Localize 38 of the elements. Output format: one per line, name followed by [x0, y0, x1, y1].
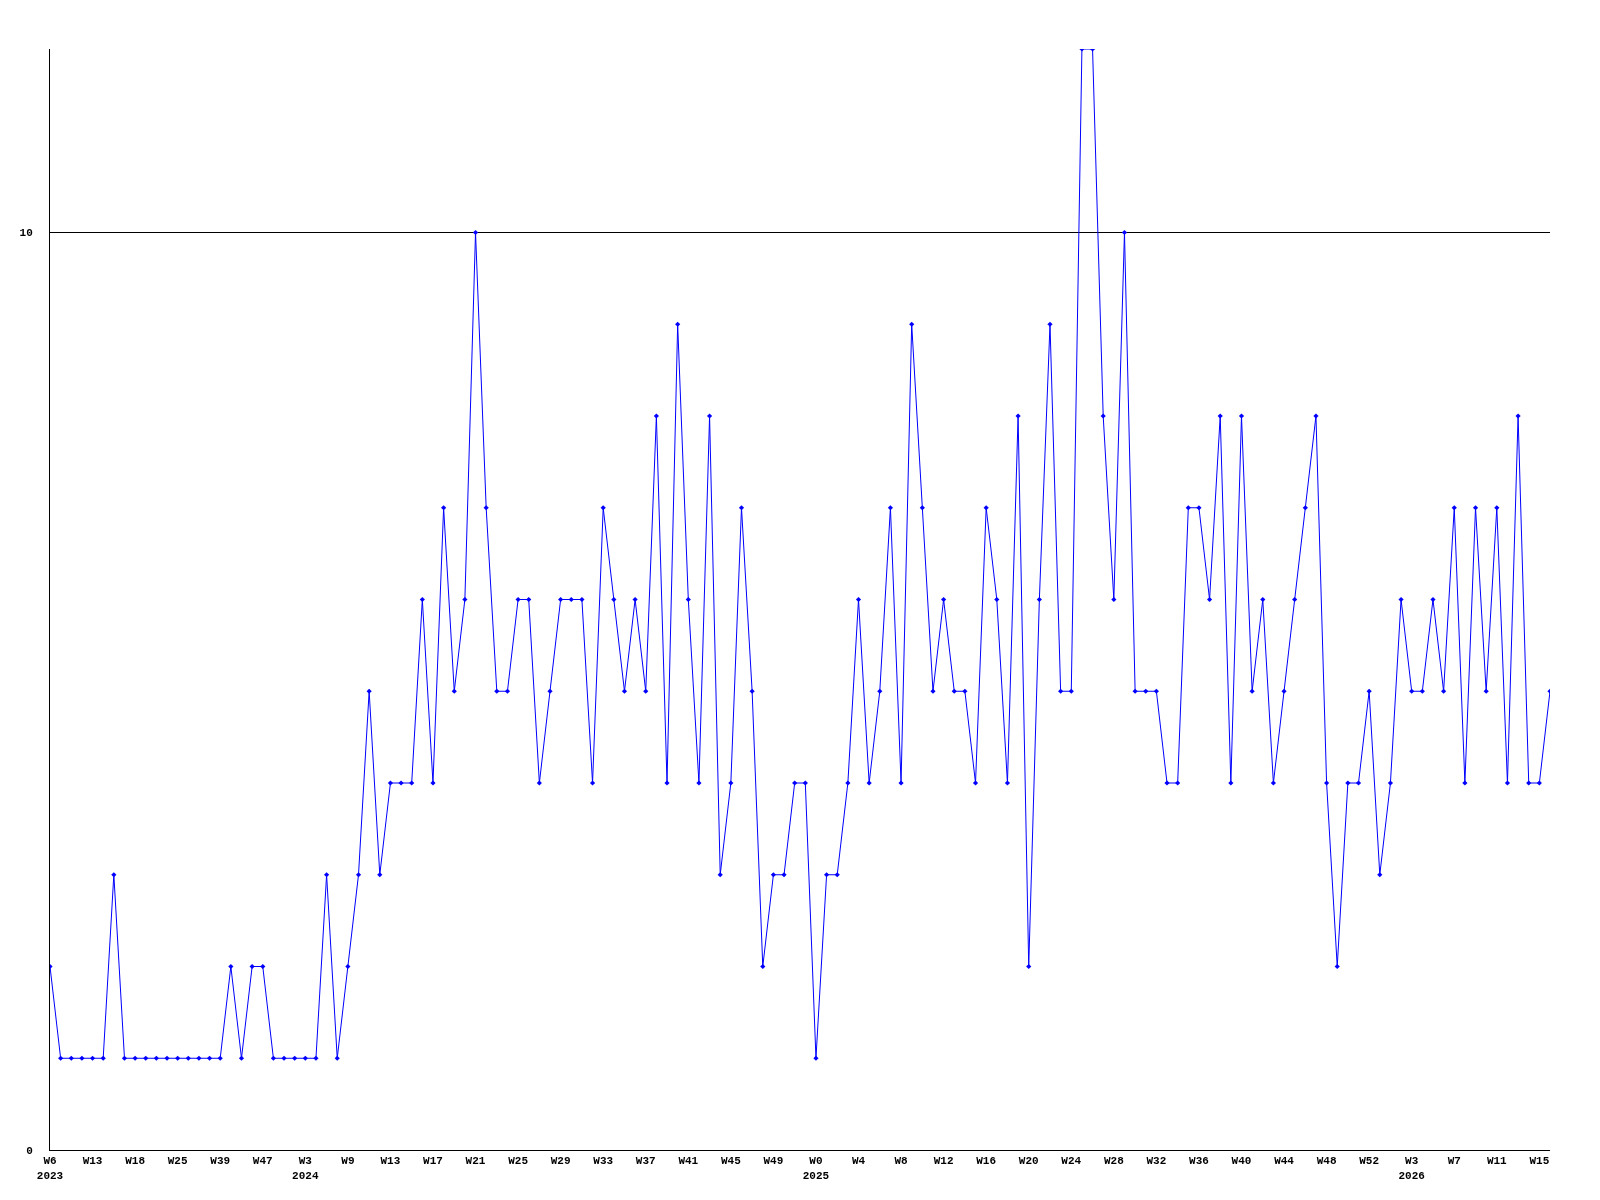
x-tick-label: W11: [1486, 1155, 1508, 1168]
x-tick-label: W52: [1359, 1155, 1380, 1168]
x-tick-label: W6 2023: [36, 1155, 64, 1182]
x-tick-label: W37: [635, 1155, 656, 1168]
y-tick-label: 10: [19, 227, 33, 240]
x-tick-label: W21: [465, 1155, 486, 1168]
x-tick-label: W8: [894, 1155, 909, 1168]
x-tick-label: W15: [1529, 1155, 1550, 1168]
y-tick-label: 0: [26, 1144, 33, 1157]
x-tick-label: W49: [763, 1155, 784, 1168]
x-tick-label: W7: [1447, 1155, 1461, 1168]
x-tick-label: W13: [380, 1155, 401, 1168]
x-tick-label: W29: [550, 1155, 571, 1168]
x-tick-label: W25: [167, 1155, 188, 1168]
x-tick-label: W44: [1274, 1155, 1295, 1168]
x-tick-label: W33: [593, 1155, 614, 1168]
x-tick-label: W9: [341, 1155, 355, 1168]
x-tick-label: W16: [976, 1155, 997, 1168]
x-tick-label: W3 2024: [292, 1155, 319, 1182]
x-tick-label: W3 2026: [1398, 1155, 1425, 1182]
x-tick-label: W12: [933, 1155, 954, 1168]
x-tick-label: W13: [82, 1155, 103, 1168]
x-tick-label: W20: [1018, 1155, 1039, 1168]
x-tick-label: W0 2025: [802, 1155, 830, 1182]
x-tick-label: W39: [210, 1155, 231, 1168]
x-tick-label: W45: [720, 1155, 742, 1168]
x-tick-label: W47: [252, 1155, 273, 1168]
x-tick-label: W36: [1189, 1155, 1209, 1168]
x-tick-label: W25: [508, 1155, 529, 1168]
x-tick-label: W24: [1061, 1155, 1082, 1168]
x-tick-label: W18: [125, 1155, 146, 1168]
x-tick-label: W32: [1146, 1155, 1167, 1168]
x-tick-label: W41: [678, 1155, 699, 1168]
x-tick-label: W4: [851, 1155, 866, 1168]
x-tick-label: W17: [423, 1155, 443, 1168]
x-tick-label: W48: [1316, 1155, 1337, 1168]
x-tick-label: W28: [1103, 1155, 1125, 1168]
x-tick-label: W40: [1231, 1155, 1252, 1168]
